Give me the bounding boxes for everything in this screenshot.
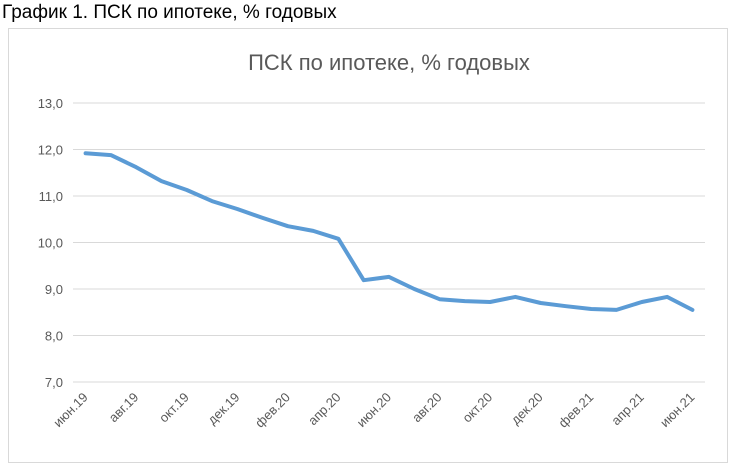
data-line bbox=[83, 151, 695, 312]
chart-title: ПСК по ипотеке, % годовых bbox=[248, 50, 530, 75]
y-tick-label: 9,0 bbox=[45, 282, 63, 297]
y-tick-label: 12,0 bbox=[38, 143, 63, 158]
y-tick-label: 10,0 bbox=[38, 236, 63, 251]
y-tick-label: 8,0 bbox=[45, 329, 63, 344]
y-tick-label: 13,0 bbox=[38, 96, 63, 111]
chart-frame bbox=[8, 28, 728, 463]
y-tick-label: 11,0 bbox=[39, 189, 63, 204]
y-tick-label: 7,0 bbox=[45, 375, 63, 390]
page-header: График 1. ПСК по ипотеке, % годовых bbox=[2, 2, 337, 23]
